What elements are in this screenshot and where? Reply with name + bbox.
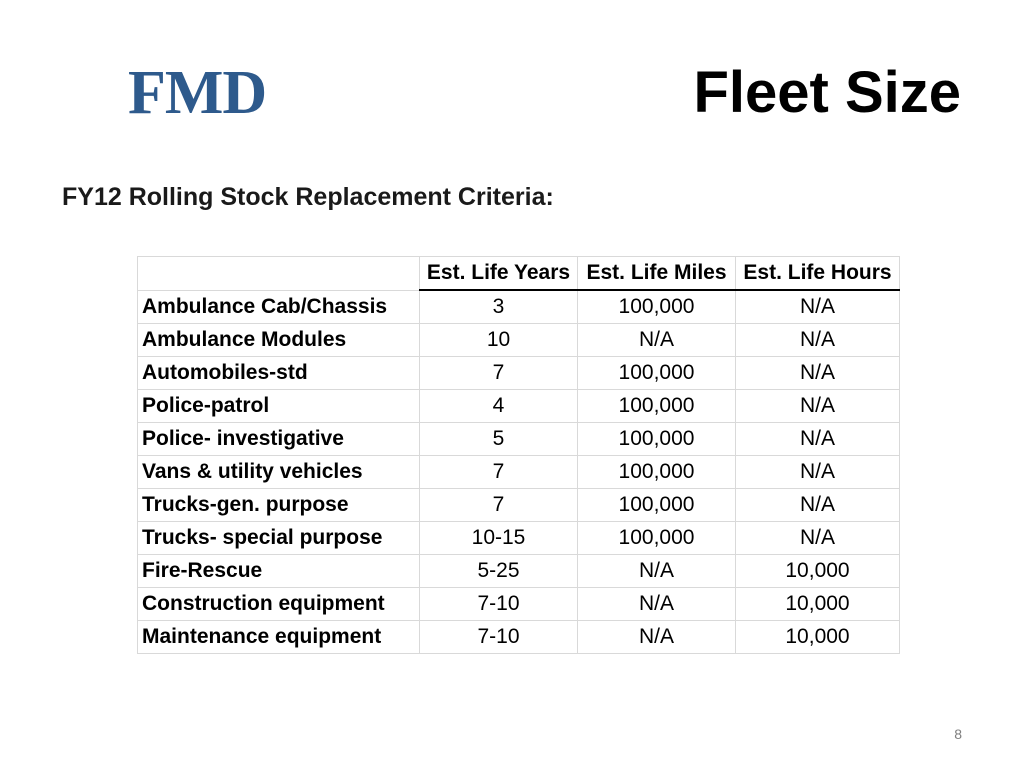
cell-life-years: 7 — [419, 488, 578, 522]
replacement-criteria-table: Est. Life Years Est. Life Miles Est. Lif… — [137, 256, 900, 654]
table-row: Ambulance Cab/Chassis 3 100,000 N/A — [137, 289, 900, 324]
cell-life-years: 7 — [419, 356, 578, 390]
slide-subtitle: FY12 Rolling Stock Replacement Criteria: — [62, 183, 554, 211]
cell-life-years: 10 — [419, 323, 578, 357]
cell-life-years: 7-10 — [419, 620, 578, 654]
column-header-blank — [137, 256, 420, 291]
cell-vehicle-type: Automobiles-std — [137, 356, 420, 390]
cell-life-miles: 100,000 — [577, 455, 736, 489]
cell-life-miles: N/A — [577, 554, 736, 588]
column-header-life-hours: Est. Life Hours — [735, 256, 900, 291]
cell-life-hours: N/A — [735, 422, 900, 456]
table-row: Police- investigative 5 100,000 N/A — [137, 422, 900, 456]
cell-life-miles: 100,000 — [577, 422, 736, 456]
cell-vehicle-type: Trucks-gen. purpose — [137, 488, 420, 522]
page-number: 8 — [954, 726, 962, 742]
cell-life-years: 7 — [419, 455, 578, 489]
cell-life-miles: 100,000 — [577, 521, 736, 555]
table-body: Ambulance Cab/Chassis 3 100,000 N/A Ambulanc… — [137, 289, 900, 654]
cell-life-years: 3 — [419, 289, 578, 324]
cell-life-years: 7-10 — [419, 587, 578, 621]
cell-vehicle-type: Police- investigative — [137, 422, 420, 456]
cell-vehicle-type: Maintenance equipment — [137, 620, 420, 654]
cell-vehicle-type: Construction equipment — [137, 587, 420, 621]
cell-life-miles: 100,000 — [577, 488, 736, 522]
cell-vehicle-type: Fire-Rescue — [137, 554, 420, 588]
table-row: Construction equipment 7-10 N/A 10,000 — [137, 587, 900, 621]
cell-life-hours: N/A — [735, 323, 900, 357]
table-row: Trucks- special purpose 10-15 100,000 N/A — [137, 521, 900, 555]
cell-life-hours: N/A — [735, 455, 900, 489]
cell-life-hours: N/A — [735, 521, 900, 555]
cell-life-miles: 100,000 — [577, 389, 736, 423]
table-row: Maintenance equipment 7-10 N/A 10,000 — [137, 620, 900, 654]
cell-life-hours: N/A — [735, 289, 900, 324]
table-row: Ambulance Modules 10 N/A N/A — [137, 323, 900, 357]
table-row: Fire-Rescue 5-25 N/A 10,000 — [137, 554, 900, 588]
table-row: Trucks-gen. purpose 7 100,000 N/A — [137, 488, 900, 522]
cell-life-miles: N/A — [577, 323, 736, 357]
cell-vehicle-type: Ambulance Cab/Chassis — [137, 289, 420, 324]
column-header-life-years: Est. Life Years — [419, 256, 578, 291]
cell-life-miles: 100,000 — [577, 356, 736, 390]
table-row: Vans & utility vehicles 7 100,000 N/A — [137, 455, 900, 489]
column-header-life-miles: Est. Life Miles — [577, 256, 736, 291]
cell-vehicle-type: Ambulance Modules — [137, 323, 420, 357]
cell-life-years: 4 — [419, 389, 578, 423]
cell-life-years: 5-25 — [419, 554, 578, 588]
cell-life-miles: N/A — [577, 587, 736, 621]
table-row: Police-patrol 4 100,000 N/A — [137, 389, 900, 423]
cell-life-miles: 100,000 — [577, 289, 736, 324]
cell-vehicle-type: Vans & utility vehicles — [137, 455, 420, 489]
cell-life-years: 5 — [419, 422, 578, 456]
cell-life-hours: N/A — [735, 389, 900, 423]
cell-life-years: 10-15 — [419, 521, 578, 555]
cell-vehicle-type: Trucks- special purpose — [137, 521, 420, 555]
cell-vehicle-type: Police-patrol — [137, 389, 420, 423]
slide-title: Fleet Size — [693, 60, 961, 125]
fmd-logo: FMD — [128, 59, 267, 127]
cell-life-hours: 10,000 — [735, 554, 900, 588]
cell-life-hours: N/A — [735, 356, 900, 390]
cell-life-hours: 10,000 — [735, 587, 900, 621]
table-header-row: Est. Life Years Est. Life Miles Est. Lif… — [137, 256, 900, 291]
cell-life-miles: N/A — [577, 620, 736, 654]
table-row: Automobiles-std 7 100,000 N/A — [137, 356, 900, 390]
criteria-table-container: Est. Life Years Est. Life Miles Est. Lif… — [137, 256, 900, 654]
cell-life-hours: N/A — [735, 488, 900, 522]
cell-life-hours: 10,000 — [735, 620, 900, 654]
